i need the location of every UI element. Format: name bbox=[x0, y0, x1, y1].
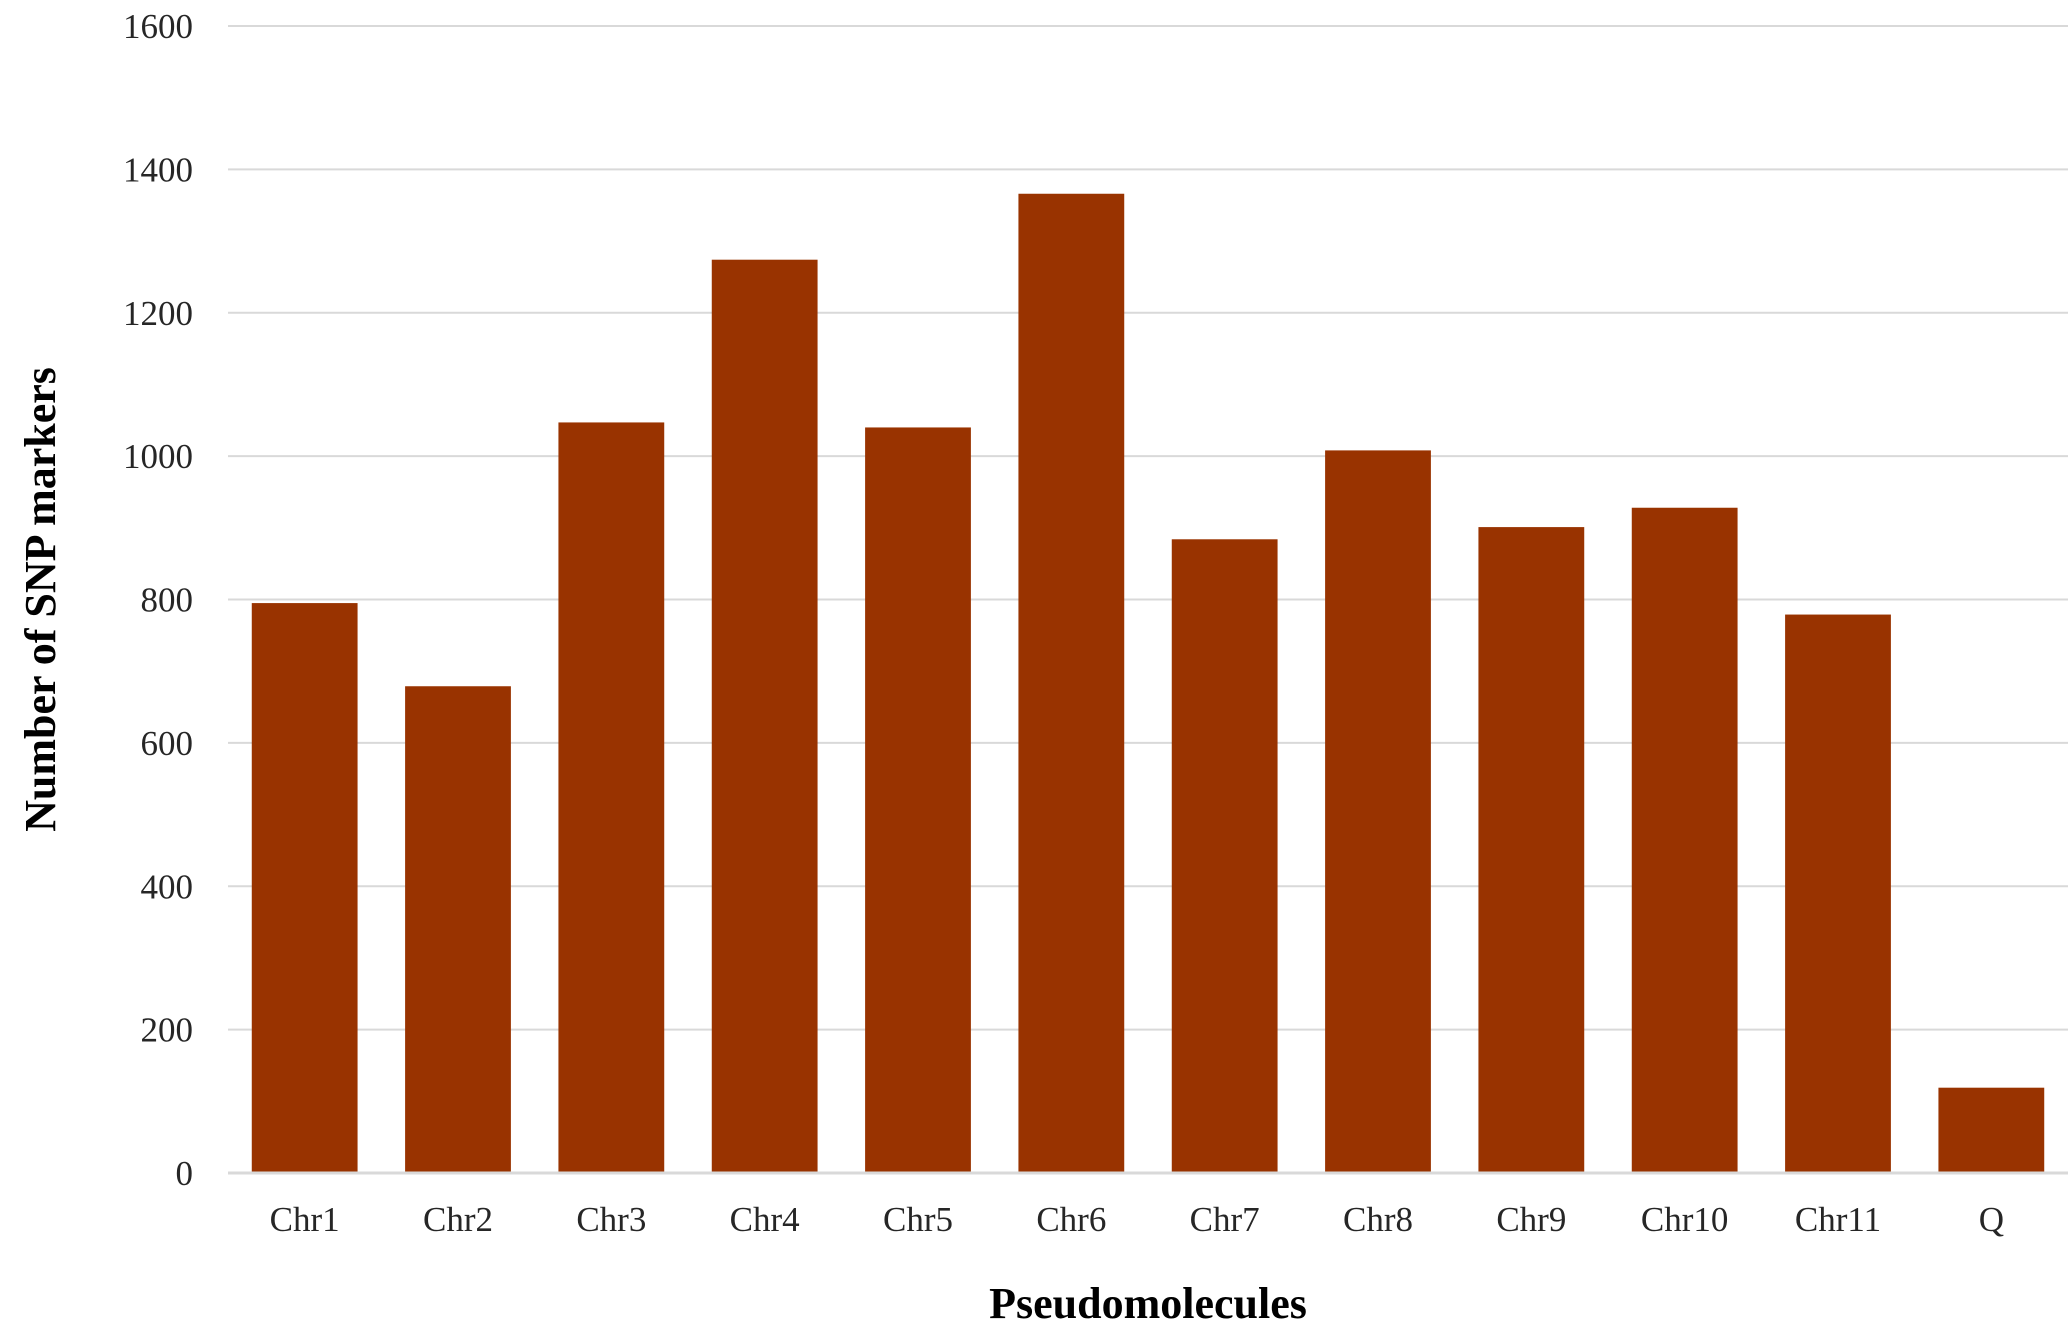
bar-chr5 bbox=[865, 427, 971, 1173]
y-axis-ticks: 0 200 400 600 800 1000 1200 1400 1600 bbox=[123, 7, 193, 1193]
x-tick-label: Chr6 bbox=[1036, 1200, 1106, 1239]
y-tick-label: 600 bbox=[141, 724, 194, 763]
bar-chr3 bbox=[558, 422, 665, 1173]
x-tick-label: Chr5 bbox=[883, 1200, 953, 1239]
bar-chr6 bbox=[1018, 193, 1125, 1173]
x-tick-label: Chr1 bbox=[270, 1200, 340, 1239]
y-tick-label: 1000 bbox=[123, 437, 193, 476]
bar-chr11 bbox=[1785, 614, 1891, 1173]
y-tick-label: 1400 bbox=[123, 150, 193, 189]
x-tick-label: Chr10 bbox=[1641, 1200, 1729, 1239]
x-tick-label: Chr7 bbox=[1190, 1200, 1260, 1239]
y-tick-label: 400 bbox=[141, 867, 194, 906]
x-tick-label: Q bbox=[1979, 1200, 2004, 1239]
gridlines bbox=[228, 25, 2068, 1031]
y-tick-label: 1200 bbox=[123, 294, 193, 333]
bar-chr10 bbox=[1631, 507, 1738, 1173]
y-tick-label: 1600 bbox=[123, 7, 193, 46]
y-axis-title: Number of SNP markers bbox=[16, 367, 65, 832]
y-tick-label: 200 bbox=[141, 1011, 194, 1050]
bar-chr7 bbox=[1171, 539, 1278, 1173]
x-tick-label: Chr4 bbox=[730, 1200, 800, 1239]
bar-q bbox=[1938, 1087, 2045, 1173]
x-tick-label: Chr9 bbox=[1496, 1200, 1566, 1239]
x-axis-ticks: Chr1 Chr2 Chr3 Chr4 Chr5 Chr6 Chr7 Chr8 Chr9 Chr1… bbox=[270, 1200, 2004, 1239]
x-tick-label: Chr3 bbox=[576, 1200, 646, 1239]
x-tick-label: Chr8 bbox=[1343, 1200, 1413, 1239]
y-tick-label: 0 bbox=[176, 1154, 194, 1193]
x-tick-label: Chr2 bbox=[423, 1200, 493, 1239]
y-tick-label: 800 bbox=[141, 581, 194, 620]
bar-chr8 bbox=[1325, 450, 1431, 1173]
bar-chr2 bbox=[405, 686, 511, 1173]
bars bbox=[251, 193, 2045, 1173]
bar-chr1 bbox=[251, 603, 358, 1173]
bar-chr4 bbox=[711, 259, 818, 1173]
bar-chr9 bbox=[1478, 527, 1585, 1173]
x-axis-title: Pseudomolecules bbox=[989, 1279, 1307, 1328]
x-tick-label: Chr11 bbox=[1795, 1200, 1881, 1239]
